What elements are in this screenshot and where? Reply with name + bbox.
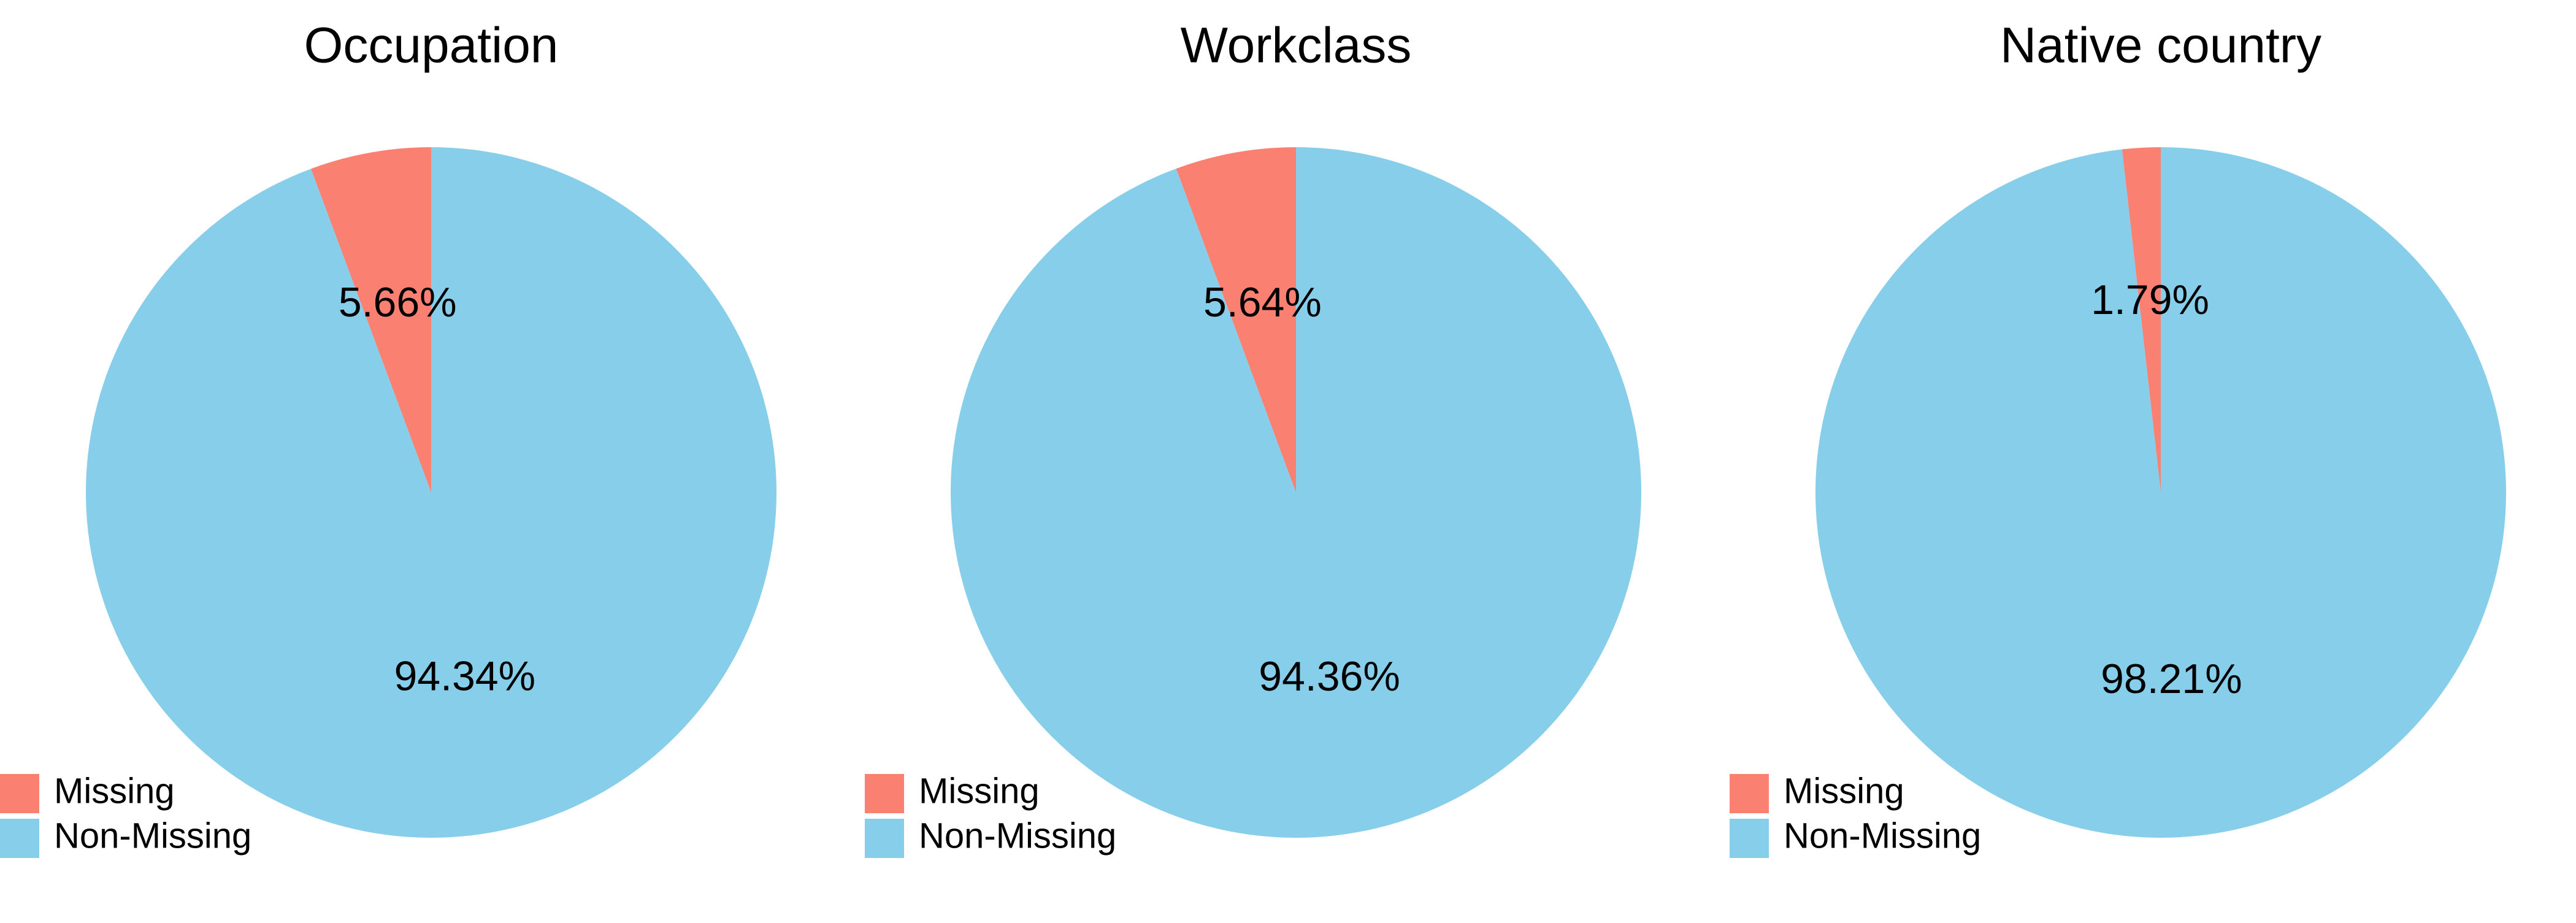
legend-label: Non-Missing <box>919 816 1116 856</box>
pie-slice-non-missing <box>951 147 1642 838</box>
legend: Missing Non-Missing <box>1730 771 1981 858</box>
pie-slice-non-missing <box>1815 147 2506 838</box>
pie-slice-missing <box>1176 147 1296 492</box>
legend-swatch-non-missing <box>0 819 39 858</box>
legend-label: Missing <box>919 771 1040 811</box>
legend-label: Missing <box>1784 771 1904 811</box>
chart-title: Workclass <box>1181 18 1412 74</box>
pie-panel-3: Native country 1.79% 98.21% Missing Non-Miss… <box>1730 18 2506 858</box>
legend-swatch-missing <box>1730 774 1769 813</box>
chart-title: Native country <box>2000 18 2321 74</box>
legend-swatch-missing <box>865 774 904 813</box>
slice-value-label: 5.64% <box>1203 279 1322 326</box>
slice-value-label: 5.66% <box>339 279 457 326</box>
pie-slice-missing <box>2122 147 2161 492</box>
legend: Missing Non-Missing <box>865 771 1116 858</box>
pie-slice-missing <box>310 147 431 492</box>
legend-label: Non-Missing <box>1784 816 1981 856</box>
pie-panel-2: Workclass 5.64% 94.36% Missing Non-Missing <box>865 18 1642 858</box>
slice-value-label: 1.79% <box>2091 277 2209 323</box>
legend-swatch-missing <box>0 774 39 813</box>
pie-panel-1: Occupation 5.66% 94.34% Missing Non-Missing <box>0 18 777 858</box>
chart-title: Occupation <box>304 18 559 74</box>
slice-value-label: 94.34% <box>394 653 535 700</box>
pie-slice-non-missing <box>86 147 777 838</box>
legend-swatch-non-missing <box>1730 819 1769 858</box>
legend-label: Non-Missing <box>54 816 251 856</box>
slice-value-label: 98.21% <box>2101 656 2242 702</box>
legend-label: Missing <box>54 771 175 811</box>
legend-swatch-non-missing <box>865 819 904 858</box>
slice-value-label: 94.36% <box>1259 653 1400 700</box>
legend: Missing Non-Missing <box>0 771 251 858</box>
